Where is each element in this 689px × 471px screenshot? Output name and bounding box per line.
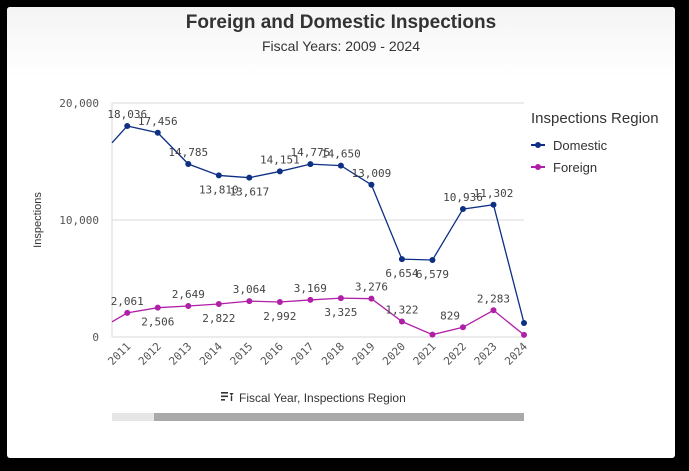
legend-marker-foreign <box>531 162 551 172</box>
data-point-foreign[interactable] <box>490 307 497 314</box>
data-label-domestic: 17,456 <box>138 115 178 128</box>
data-point-domestic[interactable] <box>490 201 497 208</box>
data-point-domestic[interactable] <box>307 161 314 168</box>
x-tick-label: 2024 <box>502 340 530 368</box>
data-label-domestic: 14,775 <box>290 146 330 159</box>
x-tick-label: 2017 <box>289 340 317 368</box>
data-label-domestic: 6,579 <box>416 268 449 281</box>
data-point-domestic[interactable] <box>154 129 161 136</box>
data-label-foreign: 829 <box>440 309 460 322</box>
data-point-foreign[interactable] <box>307 296 314 303</box>
chart-scrollbar[interactable] <box>112 413 524 421</box>
data-point-foreign[interactable] <box>185 303 192 310</box>
x-tick-label: 2021 <box>411 340 439 368</box>
data-label-foreign: 1,322 <box>385 304 418 317</box>
chart-frame: Foreign and Domestic Inspections Fiscal … <box>7 7 675 458</box>
data-label-foreign: 3,325 <box>324 306 357 319</box>
data-label-domestic: 18,036 <box>107 108 147 121</box>
legend-marker-domestic <box>531 140 551 150</box>
x-tick-label: 2019 <box>350 340 378 368</box>
line-chart[interactable]: 0 10,000 20,000 Inspections 2011 2012 2013 2014… <box>7 7 675 458</box>
legend-label-domestic: Domestic <box>553 137 608 153</box>
chart-subtitle: Fiscal Years: 2009 - 2024 <box>262 38 420 54</box>
data-label-domestic: 14,785 <box>168 146 208 159</box>
data-label-foreign: 2,506 <box>141 316 174 329</box>
x-axis-caption-text: Fiscal Year, Inspections Region <box>239 391 406 405</box>
explore-dimensions-icon[interactable] <box>221 391 234 405</box>
legend-item-foreign[interactable]: Foreign <box>531 156 671 178</box>
data-label-domestic: 6,654 <box>385 267 418 280</box>
data-label-domestic: 14,650 <box>321 148 361 161</box>
data-label-domestic: 11,302 <box>474 187 514 200</box>
data-point-domestic[interactable] <box>521 319 527 326</box>
data-label-foreign: 3,169 <box>294 282 327 295</box>
data-point-foreign[interactable] <box>459 324 466 331</box>
x-tick-label: 2013 <box>166 340 194 368</box>
x-tick-label: 2022 <box>441 340 469 368</box>
data-point-domestic[interactable] <box>368 181 375 188</box>
legend-label-foreign: Foreign <box>553 159 598 175</box>
data-label-domestic: 14,151 <box>260 153 300 166</box>
data-label-foreign: 2,649 <box>172 288 205 301</box>
legend[interactable]: Inspections Region Domestic Foreign <box>531 110 671 178</box>
data-point-foreign[interactable] <box>337 295 344 302</box>
chart-scrollbar-thumb[interactable] <box>154 413 524 421</box>
x-tick-label: 2011 <box>105 340 133 368</box>
data-label-foreign: 2,283 <box>477 292 510 305</box>
data-point-foreign[interactable] <box>429 331 436 338</box>
x-tick-label: 2012 <box>136 340 164 368</box>
data-label-domestic: 13,009 <box>352 167 392 180</box>
data-label-foreign: 3,276 <box>355 281 388 294</box>
y-tick-label: 0 <box>92 331 99 344</box>
data-point-foreign[interactable] <box>368 295 375 302</box>
y-axis-title: Inspections <box>32 192 44 248</box>
data-point-foreign[interactable] <box>246 298 253 305</box>
y-tick-label: 10,000 <box>59 214 99 227</box>
data-label-domestic: 13,810 <box>199 183 239 196</box>
data-point-domestic[interactable] <box>429 257 436 264</box>
data-point-domestic[interactable] <box>459 206 466 213</box>
data-point-foreign[interactable] <box>276 298 283 305</box>
y-tick-label: 20,000 <box>59 97 99 110</box>
data-label-foreign: 3,064 <box>233 283 266 296</box>
data-point-foreign[interactable] <box>521 331 527 338</box>
data-point-foreign[interactable] <box>154 304 161 311</box>
data-point-foreign[interactable] <box>398 318 405 325</box>
data-point-domestic[interactable] <box>246 174 253 181</box>
chart-title: Foreign and Domestic Inspections <box>185 12 497 33</box>
data-point-domestic[interactable] <box>124 122 131 129</box>
data-label-foreign: 2,061 <box>111 295 144 308</box>
x-tick-label: 2023 <box>472 340 500 368</box>
data-label-domestic: 10,936 <box>443 191 483 204</box>
header-band <box>7 7 675 77</box>
data-label-foreign: 2,992 <box>263 310 296 323</box>
data-point-domestic[interactable] <box>215 172 222 179</box>
x-axis-dimension-caption[interactable]: Fiscal Year, Inspections Region <box>221 391 406 405</box>
data-point-domestic[interactable] <box>185 161 192 168</box>
data-point-foreign[interactable] <box>215 300 222 307</box>
data-label-domestic: 13,617 <box>229 186 269 199</box>
legend-title: Inspections Region <box>531 110 659 127</box>
data-point-domestic[interactable] <box>398 256 405 263</box>
x-tick-label: 2014 <box>197 340 225 368</box>
x-tick-label: 2015 <box>228 340 256 368</box>
data-point-domestic[interactable] <box>337 162 344 169</box>
data-point-foreign[interactable] <box>124 309 131 316</box>
x-tick-label: 2018 <box>319 340 347 368</box>
legend-item-domestic[interactable]: Domestic <box>531 134 671 156</box>
x-tick-label: 2020 <box>380 340 408 368</box>
x-tick-label: 2016 <box>258 340 286 368</box>
data-point-domestic[interactable] <box>276 168 283 175</box>
data-label-foreign: 2,822 <box>202 312 235 325</box>
